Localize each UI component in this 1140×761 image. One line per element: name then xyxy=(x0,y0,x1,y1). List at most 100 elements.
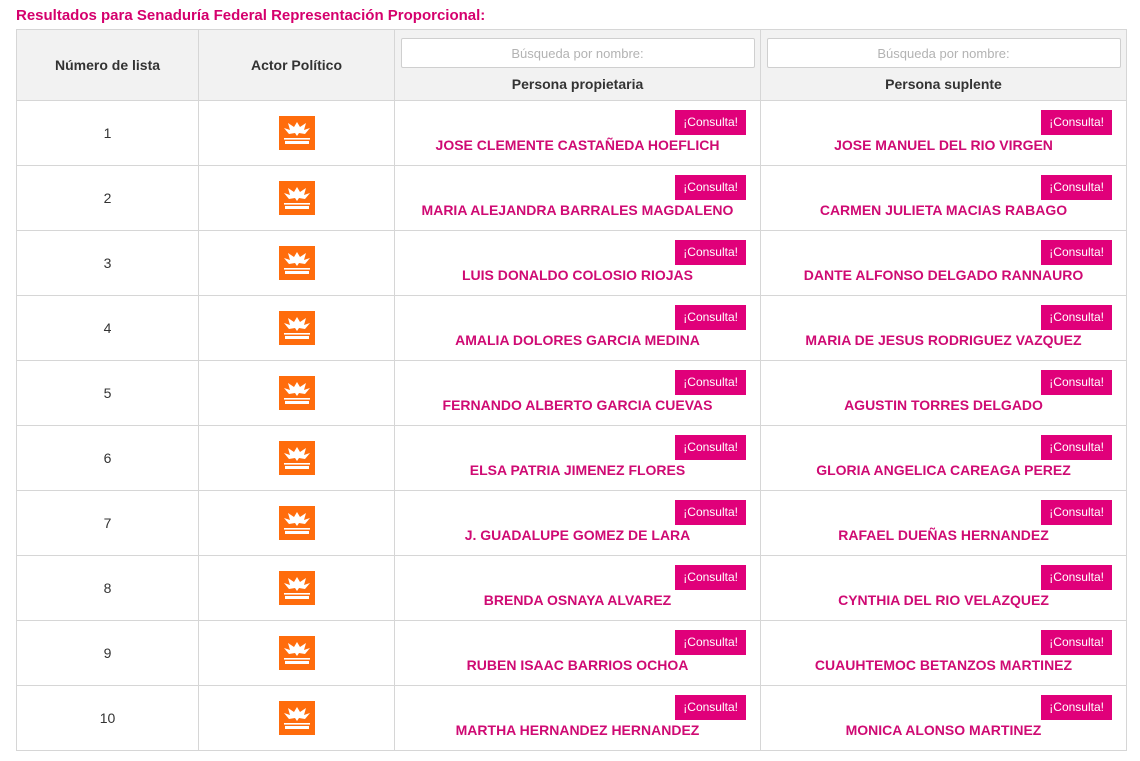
propietaria-name[interactable]: ELSA PATRIA JIMENEZ FLORES xyxy=(469,462,686,478)
suplente-name[interactable]: CYNTHIA DEL RIO VELAZQUEZ xyxy=(838,592,1049,608)
suplente-cell: ¡Consulta! CARMEN JULIETA MACIAS RABAGO xyxy=(760,165,1127,231)
suplente-name[interactable]: CUAUHTEMOC BETANZOS MARTINEZ xyxy=(814,657,1073,673)
results-body: 1 ¡Consulta! JOSE CLEMENTE CASTAÑEDA HOE… xyxy=(16,100,1127,751)
suplente-name[interactable]: DANTE ALFONSO DELGADO RANNAURO xyxy=(803,267,1084,283)
consulta-suplente-button[interactable]: ¡Consulta! xyxy=(1041,175,1112,200)
actor-cell xyxy=(198,425,395,491)
suplente-cell: ¡Consulta! MARIA DE JESUS RODRIGUEZ VAZQ… xyxy=(760,295,1127,361)
page-title: Resultados para Senaduría Federal Repres… xyxy=(16,7,486,24)
list-number: 7 xyxy=(16,490,199,556)
propietaria-name[interactable]: J. GUADALUPE GOMEZ DE LARA xyxy=(464,527,691,543)
consulta-suplente-button[interactable]: ¡Consulta! xyxy=(1041,240,1112,265)
movimiento-ciudadano-logo-icon xyxy=(278,311,315,345)
consulta-propietaria-button[interactable]: ¡Consulta! xyxy=(675,695,746,720)
consulta-propietaria-button[interactable]: ¡Consulta! xyxy=(675,565,746,590)
column-header-numero: Número de lista xyxy=(16,29,199,101)
propietaria-cell: ¡Consulta! MARTHA HERNANDEZ HERNANDEZ xyxy=(394,685,761,751)
consulta-propietaria-button[interactable]: ¡Consulta! xyxy=(675,110,746,135)
list-number: 10 xyxy=(16,685,199,751)
propietaria-cell: ¡Consulta! BRENDA OSNAYA ALVAREZ xyxy=(394,555,761,621)
consulta-suplente-button[interactable]: ¡Consulta! xyxy=(1041,110,1112,135)
consulta-propietaria-button[interactable]: ¡Consulta! xyxy=(675,240,746,265)
column-header-propietaria: Persona propietaria xyxy=(394,29,761,101)
list-number: 9 xyxy=(16,620,199,686)
consulta-propietaria-button[interactable]: ¡Consulta! xyxy=(675,435,746,460)
actor-cell xyxy=(198,360,395,426)
consulta-suplente-button[interactable]: ¡Consulta! xyxy=(1041,305,1112,330)
actor-cell xyxy=(198,230,395,296)
propietaria-name[interactable]: BRENDA OSNAYA ALVAREZ xyxy=(483,592,672,608)
movimiento-ciudadano-logo-icon xyxy=(278,701,315,735)
consulta-suplente-button[interactable]: ¡Consulta! xyxy=(1041,565,1112,590)
suplente-cell: ¡Consulta! CYNTHIA DEL RIO VELAZQUEZ xyxy=(760,555,1127,621)
consulta-suplente-button[interactable]: ¡Consulta! xyxy=(1041,435,1112,460)
propietaria-name[interactable]: LUIS DONALDO COLOSIO RIOJAS xyxy=(461,267,693,283)
propietaria-name[interactable]: RUBEN ISAAC BARRIOS OCHOA xyxy=(466,657,689,673)
suplente-cell: ¡Consulta! RAFAEL DUEÑAS HERNANDEZ xyxy=(760,490,1127,556)
actor-cell xyxy=(198,685,395,751)
table-row: 4 ¡Consulta! AMALIA DOLORES GARCIA MEDIN… xyxy=(16,295,1127,361)
suplente-cell: ¡Consulta! JOSE MANUEL DEL RIO VIRGEN xyxy=(760,100,1127,166)
search-suplente-input[interactable] xyxy=(766,38,1121,68)
actor-cell xyxy=(198,295,395,361)
suplente-name[interactable]: CARMEN JULIETA MACIAS RABAGO xyxy=(819,202,1068,218)
consulta-suplente-button[interactable]: ¡Consulta! xyxy=(1041,500,1112,525)
suplente-cell: ¡Consulta! DANTE ALFONSO DELGADO RANNAUR… xyxy=(760,230,1127,296)
column-header-actor: Actor Político xyxy=(198,29,395,101)
propietaria-name[interactable]: JOSE CLEMENTE CASTAÑEDA HOEFLICH xyxy=(435,137,720,153)
table-row: 5 ¡Consulta! FERNANDO ALBERTO GARCIA CUE… xyxy=(16,360,1127,426)
consulta-suplente-button[interactable]: ¡Consulta! xyxy=(1041,695,1112,720)
suplente-name[interactable]: JOSE MANUEL DEL RIO VIRGEN xyxy=(834,137,1053,153)
movimiento-ciudadano-logo-icon xyxy=(278,636,315,670)
propietaria-cell: ¡Consulta! J. GUADALUPE GOMEZ DE LARA xyxy=(394,490,761,556)
table-row: 3 ¡Consulta! LUIS DONALDO COLOSIO RIOJAS… xyxy=(16,230,1127,296)
suplente-name[interactable]: MARIA DE JESUS RODRIGUEZ VAZQUEZ xyxy=(805,332,1082,348)
list-number: 5 xyxy=(16,360,199,426)
table-row: 2 ¡Consulta! MARIA ALEJANDRA BARRALES MA… xyxy=(16,165,1127,231)
list-number: 6 xyxy=(16,425,199,491)
consulta-suplente-button[interactable]: ¡Consulta! xyxy=(1041,370,1112,395)
consulta-propietaria-button[interactable]: ¡Consulta! xyxy=(675,500,746,525)
propietaria-cell: ¡Consulta! RUBEN ISAAC BARRIOS OCHOA xyxy=(394,620,761,686)
actor-cell xyxy=(198,165,395,231)
table-row: 10 ¡Consulta! MARTHA HERNANDEZ HERNANDEZ… xyxy=(16,685,1127,751)
propietaria-cell: ¡Consulta! AMALIA DOLORES GARCIA MEDINA xyxy=(394,295,761,361)
consulta-propietaria-button[interactable]: ¡Consulta! xyxy=(675,370,746,395)
column-header-suplente-label: Persona suplente xyxy=(885,76,1002,92)
suplente-cell: ¡Consulta! CUAUHTEMOC BETANZOS MARTINEZ xyxy=(760,620,1127,686)
propietaria-name[interactable]: AMALIA DOLORES GARCIA MEDINA xyxy=(455,332,700,348)
propietaria-cell: ¡Consulta! LUIS DONALDO COLOSIO RIOJAS xyxy=(394,230,761,296)
propietaria-name[interactable]: MARIA ALEJANDRA BARRALES MAGDALENO xyxy=(421,202,734,218)
suplente-cell: ¡Consulta! GLORIA ANGELICA CAREAGA PEREZ xyxy=(760,425,1127,491)
actor-cell xyxy=(198,555,395,621)
list-number: 4 xyxy=(16,295,199,361)
suplente-name[interactable]: MONICA ALONSO MARTINEZ xyxy=(845,722,1042,738)
consulta-propietaria-button[interactable]: ¡Consulta! xyxy=(675,630,746,655)
consulta-propietaria-button[interactable]: ¡Consulta! xyxy=(675,175,746,200)
propietaria-name[interactable]: MARTHA HERNANDEZ HERNANDEZ xyxy=(455,722,700,738)
header-row: Número de lista Actor Político Persona p… xyxy=(16,29,1127,101)
search-propietaria-input[interactable] xyxy=(400,38,755,68)
column-header-propietaria-label: Persona propietaria xyxy=(511,76,644,92)
suplente-name[interactable]: GLORIA ANGELICA CAREAGA PEREZ xyxy=(816,462,1071,478)
movimiento-ciudadano-logo-icon xyxy=(278,181,315,215)
movimiento-ciudadano-logo-icon xyxy=(278,571,315,605)
table-row: 6 ¡Consulta! ELSA PATRIA JIMENEZ FLORES … xyxy=(16,425,1127,491)
movimiento-ciudadano-logo-icon xyxy=(278,441,315,475)
consulta-propietaria-button[interactable]: ¡Consulta! xyxy=(675,305,746,330)
movimiento-ciudadano-logo-icon xyxy=(278,506,315,540)
consulta-suplente-button[interactable]: ¡Consulta! xyxy=(1041,630,1112,655)
propietaria-name[interactable]: FERNANDO ALBERTO GARCIA CUEVAS xyxy=(442,397,713,413)
list-number: 3 xyxy=(16,230,199,296)
movimiento-ciudadano-logo-icon xyxy=(278,116,315,150)
propietaria-cell: ¡Consulta! ELSA PATRIA JIMENEZ FLORES xyxy=(394,425,761,491)
suplente-name[interactable]: RAFAEL DUEÑAS HERNANDEZ xyxy=(838,527,1049,543)
movimiento-ciudadano-logo-icon xyxy=(278,246,315,280)
list-number: 8 xyxy=(16,555,199,621)
list-number: 1 xyxy=(16,100,199,166)
suplente-name[interactable]: AGUSTIN TORRES DELGADO xyxy=(844,397,1043,413)
actor-cell xyxy=(198,100,395,166)
table-row: 9 ¡Consulta! RUBEN ISAAC BARRIOS OCHOA ¡… xyxy=(16,620,1127,686)
list-number: 2 xyxy=(16,165,199,231)
movimiento-ciudadano-logo-icon xyxy=(278,376,315,410)
